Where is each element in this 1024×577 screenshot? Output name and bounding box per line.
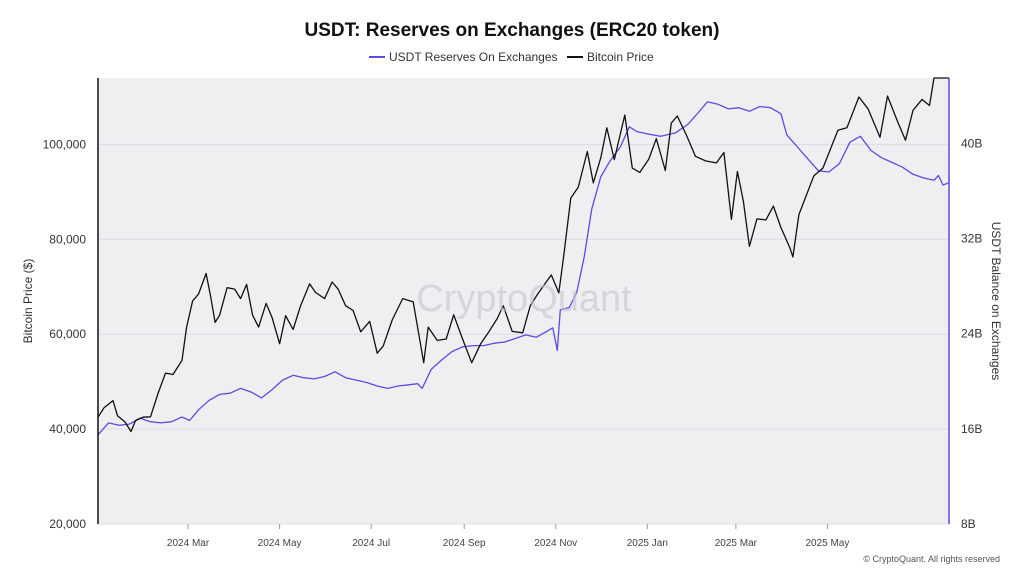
y-right-tick-label: 24B [961, 327, 982, 341]
x-tick-label: 2025 Mar [715, 538, 758, 549]
y-right-tick-label: 16B [961, 422, 982, 436]
y-left-tick-label: 40,000 [49, 422, 86, 436]
chart-legend[interactable]: USDT Reserves On Exchanges Bitcoin Price [369, 50, 654, 64]
y-left-axis-title: Bitcoin Price ($) [21, 259, 35, 344]
x-tick-label: 2025 May [805, 538, 849, 549]
x-tick-label: 2024 Nov [534, 538, 577, 549]
series-line-bitcoin-price [97, 77, 949, 433]
series-layer [97, 77, 950, 436]
chart-title: USDT: Reserves on Exchanges (ERC20 token… [305, 20, 720, 41]
y-left-tick-label: 60,000 [49, 327, 86, 341]
x-tick-label: 2024 Sep [443, 538, 486, 549]
y-left-tick-labels: 20,000 40,000 60,000 80,000 100,000 [43, 137, 87, 531]
y-right-tick-labels: 8B 16B 24B 32B 40B [961, 136, 982, 531]
x-tick-label: 2024 Jul [352, 538, 390, 549]
y-left-tick-label: 20,000 [49, 517, 86, 531]
x-tick-label: 2025 Jan [627, 538, 668, 549]
x-tick-labels: 2024 Mar 2024 May 2024 Jul 2024 Sep 2024 Nov… [167, 524, 849, 549]
y-right-tick-label: 32B [961, 232, 982, 246]
grid-lines [98, 143, 949, 525]
legend-label-bitcoin-price[interactable]: Bitcoin Price [587, 50, 654, 64]
x-tick-label: 2024 May [258, 538, 302, 549]
series-line-usdt-reserves-on-exchanges [97, 101, 950, 436]
copyright-notice: © CryptoQuant. All rights reserved [863, 554, 1000, 564]
plot-area [98, 78, 949, 524]
watermark: CryptoQuant [416, 278, 632, 320]
legend-label-usdt-reserves[interactable]: USDT Reserves On Exchanges [389, 50, 558, 64]
y-right-axis-title: USDT Balance on Exchanges [989, 222, 1003, 381]
y-right-tick-label: 8B [961, 517, 976, 531]
y-right-tick-label: 40B [961, 136, 982, 150]
y-left-tick-label: 100,000 [43, 137, 87, 151]
y-left-tick-label: 80,000 [49, 232, 86, 246]
x-tick-label: 2024 Mar [167, 538, 210, 549]
